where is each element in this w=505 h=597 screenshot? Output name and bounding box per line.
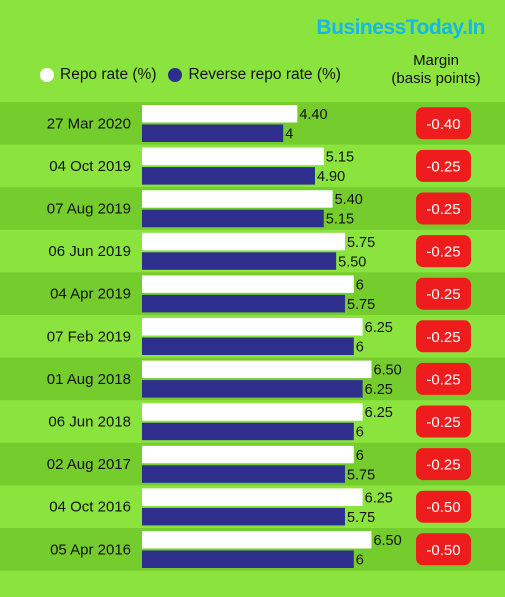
legend-dot-repo (40, 68, 54, 82)
reverse-bar (142, 465, 345, 483)
brand-logo: BusinessToday.In (316, 16, 485, 39)
category-label: 06 Jun 2018 (48, 414, 131, 431)
reverse-bar (142, 167, 315, 185)
margin-badge (416, 362, 471, 395)
margin-header-line2: (basis points) (391, 70, 481, 87)
reverse-value-label: 5.75 (347, 467, 375, 483)
category-label: 04 Oct 2019 (49, 158, 131, 175)
reverse-value-label: 5.75 (347, 510, 375, 526)
legend-dot-reverse (168, 68, 183, 82)
repo-value-label: 4.40 (299, 107, 327, 123)
repo-bar (142, 232, 345, 251)
repo-value-label: 5.75 (347, 235, 375, 251)
category-label: 05 Apr 2016 (50, 541, 131, 558)
reverse-value-label: 5.50 (338, 254, 366, 270)
reverse-bar (142, 337, 354, 355)
repo-bar (142, 275, 354, 293)
margin-badge (416, 320, 471, 353)
margin-header-line1: Margin (413, 52, 459, 69)
margin-value: -0.25 (426, 158, 460, 175)
reverse-bar (142, 209, 324, 228)
legend-label-repo: Repo rate (%) (60, 66, 157, 83)
category-label: 04 Oct 2016 (49, 499, 131, 516)
margin-value: -0.50 (426, 542, 460, 559)
margin-badge (416, 235, 471, 268)
margin-value: -0.25 (426, 244, 460, 261)
reverse-value-label: 6.25 (365, 382, 393, 398)
reverse-value-label: 4 (285, 127, 293, 143)
repo-bar (142, 488, 363, 506)
repo-bar (142, 105, 298, 123)
reverse-bar (142, 252, 337, 270)
repo-value-label: 6.50 (373, 363, 401, 379)
category-label: 06 Jun 2019 (48, 243, 131, 260)
reverse-bar (142, 380, 363, 398)
reverse-value-label: 6 (356, 340, 364, 356)
margin-value: -0.25 (426, 414, 460, 431)
reverse-bar (142, 507, 345, 526)
repo-bar (142, 360, 372, 379)
margin-badge (416, 490, 471, 523)
category-label: 07 Aug 2019 (47, 201, 131, 218)
margin-value: -0.50 (426, 499, 460, 516)
reverse-bar (142, 294, 345, 313)
margin-value: -0.25 (426, 457, 460, 474)
repo-value-label: 6 (356, 277, 364, 293)
reverse-value-label: 6 (356, 553, 364, 569)
reverse-value-label: 6 (356, 425, 364, 441)
margin-badge (416, 107, 471, 140)
category-label: 04 Apr 2019 (50, 286, 131, 303)
margin-value: -0.25 (426, 329, 460, 346)
margin-badge (416, 405, 471, 438)
reverse-bar (142, 124, 284, 142)
repo-bar (142, 531, 372, 549)
legend-item-repo: Repo rate (%) (40, 66, 156, 84)
category-label: 07 Feb 2019 (47, 328, 131, 345)
repo-bar (142, 190, 333, 208)
repo-value-label: 6.25 (365, 490, 393, 506)
reverse-bar (142, 422, 354, 441)
repo-value-label: 6.25 (365, 320, 393, 336)
reverse-value-label: 5.75 (347, 297, 375, 313)
legend-item-reverse: Reverse repo rate (%) (168, 66, 341, 84)
repo-bar (142, 147, 324, 166)
category-label: 01 Aug 2018 (47, 371, 131, 388)
repo-bar (142, 403, 363, 421)
repo-bar (142, 318, 363, 336)
margin-value: -0.25 (426, 201, 460, 218)
category-label: 27 Mar 2020 (47, 115, 131, 132)
repo-value-label: 6.50 (373, 533, 401, 549)
margin-badge (416, 149, 471, 182)
margin-header: Margin (basis points) (381, 52, 491, 88)
reverse-bar (142, 550, 354, 568)
repo-value-label: 5.40 (335, 192, 363, 208)
reverse-value-label: 5.15 (326, 212, 354, 228)
repo-value-label: 6.25 (365, 405, 393, 421)
reverse-value-label: 4.90 (317, 169, 345, 185)
legend: Repo rate (%) Reverse repo rate (%) (40, 66, 353, 84)
margin-badge (416, 533, 471, 566)
margin-badge (416, 448, 471, 481)
repo-bar (142, 445, 354, 464)
margin-value: -0.40 (426, 116, 460, 133)
legend-label-reverse: Reverse repo rate (%) (188, 66, 341, 83)
margin-value: -0.25 (426, 286, 460, 303)
repo-value-label: 5.15 (326, 150, 354, 166)
margin-value: -0.25 (426, 371, 460, 388)
repo-value-label: 6 (356, 448, 364, 464)
margin-badge (416, 192, 471, 225)
margin-badge (416, 277, 471, 310)
category-label: 02 Aug 2017 (47, 456, 131, 473)
